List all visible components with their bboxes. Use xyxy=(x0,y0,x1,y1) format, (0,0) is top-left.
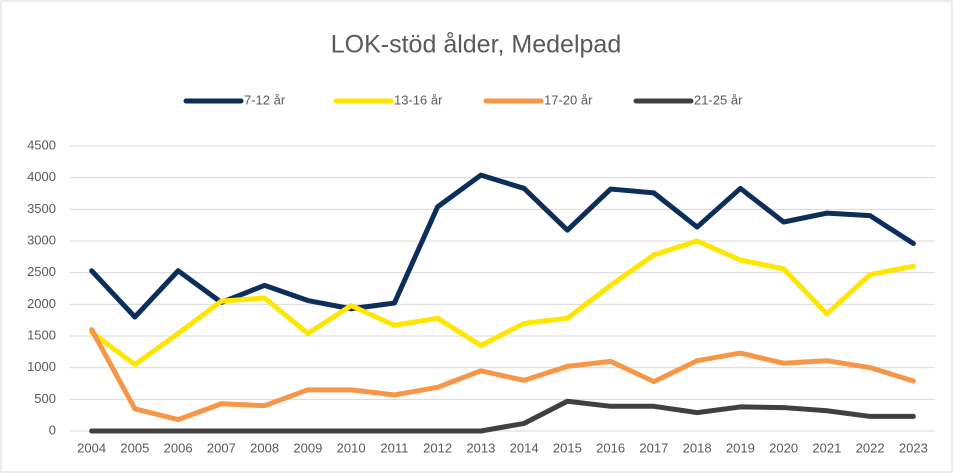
x-tick-label: 2007 xyxy=(207,440,236,455)
x-tick-label: 2005 xyxy=(120,440,149,455)
x-tick-label: 2022 xyxy=(856,440,885,455)
x-tick-label: 2010 xyxy=(337,440,366,455)
y-tick-label: 4500 xyxy=(27,137,56,152)
legend-label: 17-20 år xyxy=(544,92,593,107)
x-tick-label: 2017 xyxy=(639,440,668,455)
x-tick-label: 2015 xyxy=(553,440,582,455)
x-tick-label: 2020 xyxy=(769,440,798,455)
y-tick-label: 2500 xyxy=(27,264,56,279)
x-tick-label: 2008 xyxy=(250,440,279,455)
y-tick-label: 4000 xyxy=(27,169,56,184)
y-tick-label: 0 xyxy=(49,422,56,437)
chart-title: LOK-stöd ålder, Medelpad xyxy=(331,31,621,59)
x-tick-label: 2019 xyxy=(726,440,755,455)
x-tick-label: 2021 xyxy=(812,440,841,455)
legend-label: 21-25 år xyxy=(694,92,743,107)
x-tick-label: 2016 xyxy=(596,440,625,455)
y-tick-label: 2000 xyxy=(27,296,56,311)
x-tick-label: 2023 xyxy=(899,440,928,455)
x-tick-label: 2013 xyxy=(466,440,495,455)
x-tick-label: 2014 xyxy=(510,440,539,455)
series-line xyxy=(89,327,916,423)
x-tick-label: 2018 xyxy=(683,440,712,455)
legend-label: 13-16 år xyxy=(394,92,443,107)
y-tick-label: 1500 xyxy=(27,327,56,342)
x-tick-label: 2012 xyxy=(423,440,452,455)
x-tick-label: 2011 xyxy=(380,440,408,455)
series-line xyxy=(89,238,916,367)
y-tick-label: 3500 xyxy=(27,201,56,216)
y-tick-label: 500 xyxy=(34,391,56,406)
series-line xyxy=(89,398,916,434)
y-tick-label: 1000 xyxy=(27,359,56,374)
legend-label: 7-12 år xyxy=(244,92,286,107)
x-tick-label: 2006 xyxy=(164,440,193,455)
x-tick-label: 2009 xyxy=(293,440,322,455)
y-tick-label: 3000 xyxy=(27,232,56,247)
x-tick-label: 2004 xyxy=(77,440,106,455)
